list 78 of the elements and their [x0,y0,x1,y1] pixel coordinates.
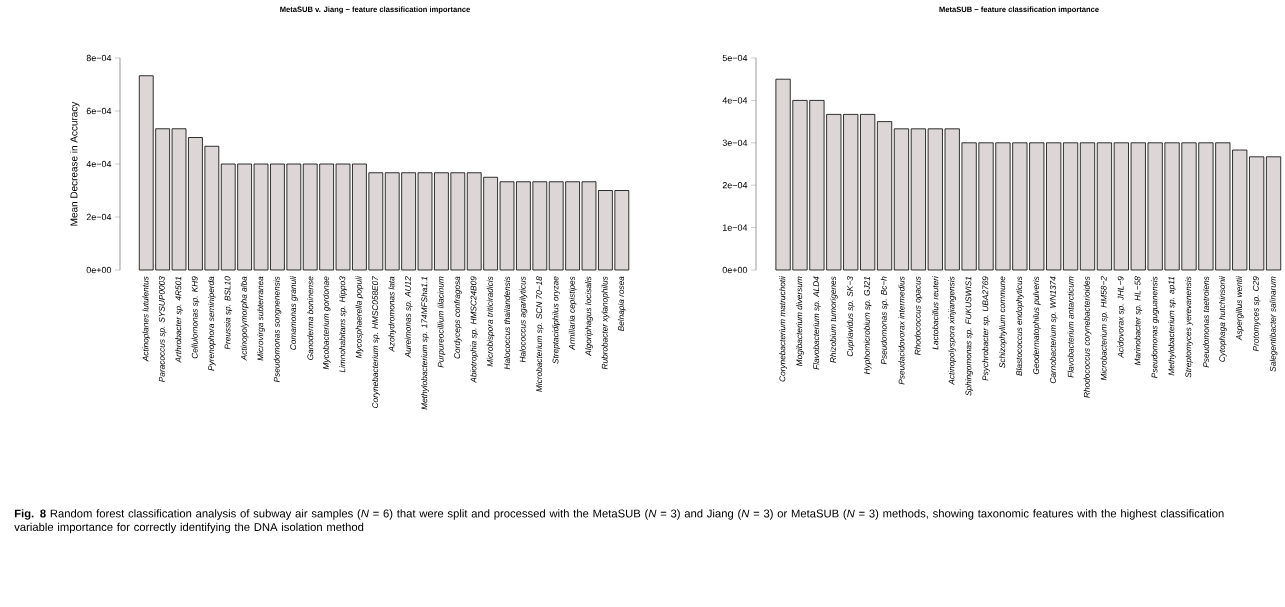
x-tick-label: Abiotrophia sp. HMSC24B09 [470,276,479,384]
x-tick-label: Belnapia rosea [617,276,626,332]
x-tick-label: Microbacterium sp. SCN 70−18 [535,276,544,392]
y-tick-label: 2e−04 [722,182,748,189]
x-tick-label: Pyrenophora seminiperda [207,276,216,371]
x-tick-label: Pseudomonas taetrolens [1202,276,1209,368]
y-tick-label: 4e−04 [722,97,748,104]
text: Fig. 8 Random forest classification analysis of subway air samples (N = 6) that were split and processed with the MetaSUB (N = 3) and Jiang (N = 3) or MetaSUB (N = 3) methods, showing taxonomic features with the highest classification variable importance for correctly identifying the DNA isolation method [14,509,1224,534]
x-tick-label: Corynebacterium sp. HMSC058E07 [371,275,380,408]
x-tick-label: Microvirga subterranea [257,276,265,361]
y-tick-label: 8e−04 [86,54,112,62]
y-axis-title: Mean Decrease in Accuracy [70,101,80,226]
y-tick-label: 4e−04 [86,160,112,168]
x-tick-label: Protomyces sp. C29 [1252,276,1261,352]
x-tick-label: Purpureocillium lilacinum [437,276,446,368]
x-tick-label: Comamonas granuli [289,276,298,350]
x-tick-label: Arthrobacter sp. 4R501 [175,276,183,363]
bar [893,128,910,271]
x-tick-label: Carnobacterium sp. WN1374 [1049,276,1058,384]
x-tick-label: Cordyceps confragosa [453,276,462,359]
x-tick-label: Halococcus thailandensis [503,276,511,370]
x-tick-label: Streptacidiphilus oryzae [552,276,561,364]
x-tick-label: Flavobacterium sp. ALD4 [813,276,821,370]
x-tick-label: Limnohabitans sp. Hippo3 [339,276,347,373]
x-tick-label: Flavobacterium antarcticum [1067,276,1074,378]
y-tick-label: 2e−04 [86,213,112,221]
y-tick-label: 1e−04 [722,224,748,231]
x-tick-label: Rhizobium tumorigenes [829,276,838,363]
x-tick-label: Microbacterium sp. HM58−2 [1100,276,1109,381]
x-tick-label: Paracoccus sp. SYSUP0003 [158,276,167,382]
x-tick-label: Salegentibacter salinarum [1269,276,1278,372]
x-tick-label: Armillaria cepistipes [568,276,577,351]
bar [876,121,893,271]
x-tick-label: Actinopolyspora xinjiangensis [948,276,957,386]
x-tick-label: Cellulomonas sp. KH9 [191,276,200,359]
x-tick-label: Methylobacterium sp. ap11 [1168,276,1176,376]
x-tick-label: Schizophyllum commune [999,276,1007,368]
x-tick-label: Azohydromonas lata [388,276,397,352]
y-tick-label: 3e−04 [722,139,748,146]
x-tick-label: Methylobacterium sp. 174MFSha1.1 [421,276,429,410]
x-tick-label: Lactobacillus reuteri [932,276,939,350]
y-tick-label: 6e−04 [86,107,112,115]
x-tick-label: Actinopolymorpha alba [240,276,249,361]
x-tick-label: Psychrobacter sp. UBA2769 [982,276,990,381]
x-tick-label: Pseudomonas sp. Bc−h [880,276,889,365]
x-tick-label: Sphingomonas sp. FUKUSWIS1 [965,276,973,396]
x-tick-label: Aureimonas sp. AU12 [404,276,413,358]
x-tick-label: Actinoplanes lutulentus [142,276,151,362]
x-tick-label: Pseudomonas guguanensis [1151,276,1160,379]
x-tick-label: Cupriavidus sp. SK−3 [846,276,855,357]
x-tick-label: Halococcus agarilyticus [519,276,528,363]
x-tick-label: Hyphomicrobium sp. GJ21 [863,276,872,375]
y-tick-label: 0e+00 [722,266,748,274]
x-tick-label: Mycosphaerella populi [355,276,364,359]
x-tick-label: Preussia sp. BSL10 [224,276,233,350]
bar [1079,142,1096,271]
x-tick-label: Corynebacterium matruchotii [779,276,787,382]
x-tick-label: Blastococcus endophyticus [1016,276,1024,376]
x-tick-label: Rhodococcus opacus [914,276,923,356]
x-tick-label: Ganoderma boninense [307,276,314,360]
x-tick-label: Streptomyces yerevanensis [1185,276,1193,378]
x-tick-label: Microbispora triticiradicis [486,276,495,367]
x-tick-label: Algoriphagus locisalis [585,276,593,357]
x-tick-label: Cytophaga hutchinsonii [1218,276,1227,362]
x-tick-label: Rhodococcus corynebacterioides [1083,276,1092,398]
x-tick-label: Geodermatophilus pulveris [1032,276,1041,375]
x-tick-label: Marinobacter sp. HL−58 [1134,276,1143,366]
x-tick-label: Pseudomonas songnenensis [273,276,282,383]
x-tick-label: Aspergillus wentii [1235,276,1244,341]
x-tick-label: Mogibacterium diversum [796,276,804,367]
x-tick-label: Acidovorax sp. JHL−9 [1117,276,1126,359]
x-tick-label: Mycobacterium gordonae [322,276,331,370]
x-tick-label: Pseudacidovorax intermedius [898,276,905,385]
bar [1096,142,1113,271]
x-tick-label: Rubrobacter xylanophilus [601,276,610,370]
y-tick-label: 5e−04 [722,54,748,62]
y-tick-label: 0e+00 [86,266,112,274]
bar [1265,156,1282,271]
